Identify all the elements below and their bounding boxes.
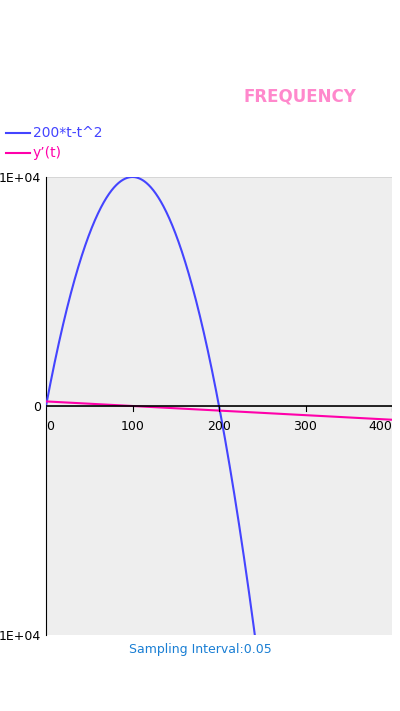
Text: 300: 300 <box>294 419 318 433</box>
Text: y(t): y(t) <box>86 40 130 64</box>
Text: y’(t): y’(t) <box>33 146 62 160</box>
Text: 06:23: 06:23 <box>359 8 392 18</box>
Text: 53%: 53% <box>278 8 300 18</box>
Text: T: T <box>94 88 106 106</box>
Text: 0: 0 <box>46 419 54 433</box>
Text: Sampling Interval:0.05: Sampling Interval:0.05 <box>129 643 271 656</box>
Text: 400: 400 <box>368 419 392 433</box>
Text: ◁: ◁ <box>74 678 86 696</box>
Text: FREQUENCY: FREQUENCY <box>244 88 356 106</box>
Text: 100: 100 <box>120 419 144 433</box>
Text: 200: 200 <box>207 419 231 433</box>
Text: □: □ <box>312 678 328 696</box>
Text: 200*t-t^2: 200*t-t^2 <box>33 126 102 140</box>
Text: ○: ○ <box>193 678 207 696</box>
